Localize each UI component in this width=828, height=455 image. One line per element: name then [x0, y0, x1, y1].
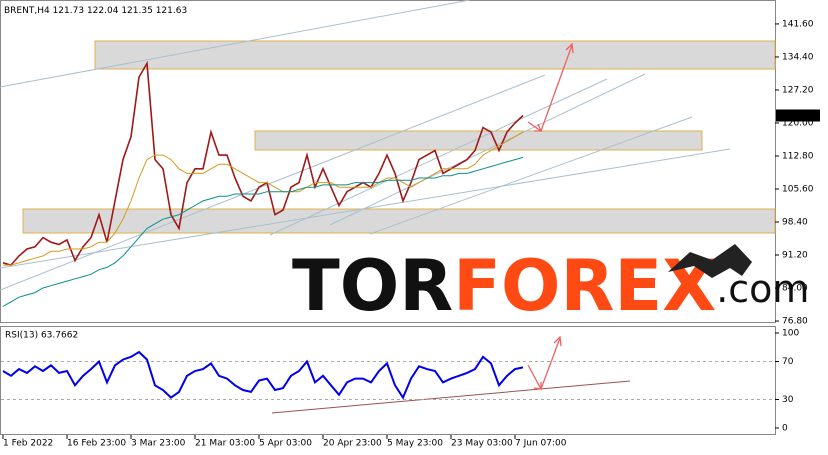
y-tick-label: 141.60 [782, 19, 814, 29]
ohlc: 122.04 [87, 6, 119, 16]
watermark: TORFOREX.com [292, 245, 809, 327]
last-price-label: 121.63 [780, 111, 812, 121]
x-tick-label: 5 May 23:00 [387, 439, 443, 449]
zone [22, 208, 776, 234]
x-tick-label: 16 Feb 23:00 [67, 439, 126, 449]
y-tick-label: 134.40 [782, 52, 814, 62]
ohlc: 121.35 [121, 6, 153, 16]
series-line [3, 131, 524, 266]
watermark-forex: FOREX [453, 245, 716, 327]
y-tick-label: 105.60 [782, 184, 814, 194]
y-tick-label: 112.80 [782, 151, 814, 161]
x-tick-label: 1 Feb 2022 [3, 439, 53, 449]
arrows [527, 42, 574, 391]
x-tick-label: 23 May 03:00 [451, 439, 513, 449]
y-tick-label: 120.00 [782, 118, 814, 128]
x-tick-label: 21 Mar 03:00 [195, 439, 255, 449]
y-tick-label: 127.20 [782, 85, 814, 95]
x-tick-label: 3 Mar 23:00 [131, 439, 186, 449]
symbol: BRENT,H4 [4, 6, 50, 16]
zone [94, 40, 776, 70]
y-tick-label: 76.80 [782, 317, 808, 327]
y-tick-label: 84.00 [782, 284, 808, 294]
x-tick-label: 5 Apr 03:00 [259, 439, 312, 449]
y-tick-label: 0 [782, 424, 788, 434]
rsi-trend-line [271, 380, 631, 414]
y-tick-label: 30 [782, 395, 794, 405]
rsi-title: RSI(13) 63.7662 [5, 331, 78, 341]
y-tick-label: 91.20 [782, 251, 808, 261]
watermark-tor: TOR [292, 245, 453, 327]
bull-logo [668, 244, 752, 278]
ohlc: 121.63 [156, 6, 188, 16]
x-tick-label: 20 Apr 23:00 [323, 439, 382, 449]
series-line [2, 60, 524, 267]
last-price-box [776, 109, 820, 122]
rsi-panel [0, 326, 776, 435]
symbol-header: BRENT,H4 121.73 122.04 121.35 121.63 [4, 6, 187, 16]
watermark-com: .com [716, 267, 809, 311]
series-line [2, 156, 524, 307]
y-tick-label: 70 [782, 357, 794, 367]
series-line [2, 350, 524, 400]
y-tick-label: 100 [782, 329, 799, 339]
x-tick-label: 7 Jun 07:00 [515, 439, 567, 449]
y-tick-label: 98.40 [782, 218, 808, 228]
ohlc: 121.73 [53, 6, 85, 16]
